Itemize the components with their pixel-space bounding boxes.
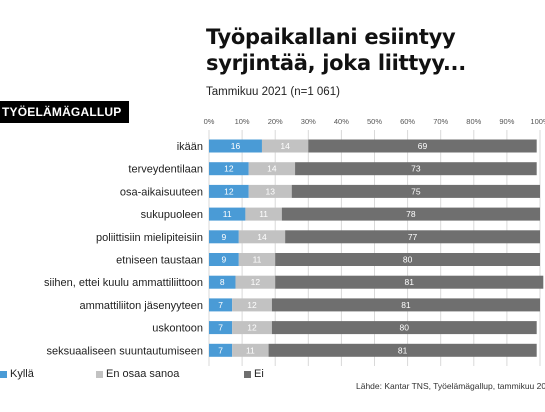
bar-segment xyxy=(209,207,246,221)
bar-segment xyxy=(268,343,537,357)
bar-segment xyxy=(238,230,286,244)
legend-item: En osaa sanoa xyxy=(96,368,179,380)
data-label: 78 xyxy=(406,209,416,219)
data-label: 7 xyxy=(218,345,223,355)
data-label: 11 xyxy=(223,209,232,219)
bar-segment xyxy=(232,343,269,357)
bar-segment xyxy=(209,275,236,289)
bar-segment xyxy=(209,298,233,312)
chart-title-line-2: syrjintää, joka liittyy... xyxy=(206,51,466,75)
data-label: 73 xyxy=(411,164,421,174)
category-label: osa-aikaisuuteen xyxy=(120,186,203,198)
data-label: 14 xyxy=(257,232,267,242)
category-label: terveydentilaan xyxy=(128,164,203,176)
brand-label: TYÖELÄMÄGALLUP xyxy=(0,101,130,123)
x-tick-label: 100% xyxy=(530,117,545,126)
category-label: sukupuoleen xyxy=(141,209,203,221)
bar-segment xyxy=(209,184,249,198)
bar-segment xyxy=(291,184,540,198)
category-label: ammattiliiton jäsenyyteen xyxy=(79,300,203,312)
bar-segment xyxy=(245,207,282,221)
bar-segment xyxy=(275,253,540,266)
bar-segment xyxy=(232,298,272,312)
x-tick-label: 40% xyxy=(334,117,349,126)
category-label: poliittisiin mielipiteisiin xyxy=(96,232,203,244)
bar-segment xyxy=(261,139,309,153)
data-label: 11 xyxy=(246,345,255,355)
x-tick-label: 0% xyxy=(204,117,215,126)
data-label: 75 xyxy=(411,186,421,196)
data-label: 12 xyxy=(224,164,234,174)
bar-segment xyxy=(238,253,276,266)
data-label: 13 xyxy=(266,186,276,196)
data-label: 77 xyxy=(408,232,418,242)
x-tick-label: 50% xyxy=(367,117,382,126)
data-label: 12 xyxy=(224,186,234,196)
category-label: uskontoon xyxy=(152,323,203,335)
bar-segment xyxy=(209,230,239,244)
data-label: 12 xyxy=(247,300,257,310)
bar-segment xyxy=(209,139,262,153)
category-label: etniseen taustaan xyxy=(116,255,203,267)
source-note: Lähde: Kantar TNS, Työelämägallup, tammi… xyxy=(356,381,545,391)
bar-segment xyxy=(275,275,544,289)
chart-subtitle: Tammikuu 2021 (n=1 061) xyxy=(206,86,340,98)
bar-segment xyxy=(209,343,233,357)
data-label: 81 xyxy=(401,300,411,310)
category-label: siihen, ettei kuulu ammattiliittoon xyxy=(44,277,203,289)
data-label: 7 xyxy=(218,300,223,310)
bar-segment xyxy=(308,139,537,153)
data-label: 14 xyxy=(267,164,277,174)
bar-segment xyxy=(285,230,540,244)
bar-segment xyxy=(209,321,233,335)
bar-segment xyxy=(232,321,272,335)
chart-legend: Kyllä En osaa sanoa Ei xyxy=(0,368,545,384)
data-label: 11 xyxy=(253,255,262,265)
bar-segment xyxy=(209,253,239,266)
bar-segment xyxy=(248,184,292,198)
data-label: 12 xyxy=(247,323,257,333)
bar-segment xyxy=(295,162,537,176)
chart-title-line-1: Työpaikallani esiintyy xyxy=(206,25,456,49)
data-label: 11 xyxy=(259,209,268,219)
data-label: 9 xyxy=(222,255,227,265)
bar-segment xyxy=(248,162,296,176)
x-tick-label: 80% xyxy=(466,117,481,126)
legend-item: Kyllä xyxy=(0,368,34,380)
data-label: 69 xyxy=(418,141,428,151)
legend-swatch xyxy=(0,370,7,378)
legend-swatch xyxy=(96,370,103,378)
legend-label: Ei xyxy=(254,368,264,380)
data-label: 16 xyxy=(231,141,241,151)
x-tick-label: 90% xyxy=(499,117,514,126)
x-tick-label: 20% xyxy=(268,117,283,126)
bar-segment xyxy=(271,321,537,335)
legend-swatch xyxy=(244,370,251,378)
category-label: ikään xyxy=(177,141,203,153)
legend-label: En osaa sanoa xyxy=(106,368,180,380)
data-label: 81 xyxy=(405,277,415,287)
legend-label: Kyllä xyxy=(10,368,34,380)
data-label: 80 xyxy=(400,323,410,333)
data-label: 8 xyxy=(220,277,225,287)
x-tick-label: 30% xyxy=(301,117,316,126)
legend-item: Ei xyxy=(244,368,264,380)
bar-segment xyxy=(209,162,249,176)
data-label: 7 xyxy=(218,323,223,333)
bar-segment xyxy=(281,207,540,221)
x-tick-label: 60% xyxy=(400,117,415,126)
bar-segment xyxy=(271,298,540,312)
category-label: seksuaaliseen suuntautumiseen xyxy=(46,345,203,357)
data-label: 81 xyxy=(398,345,408,355)
bar-segment xyxy=(235,275,276,289)
data-label: 14 xyxy=(280,141,290,151)
data-label: 80 xyxy=(403,255,413,265)
data-label: 12 xyxy=(251,277,261,287)
data-label: 9 xyxy=(222,232,227,242)
x-tick-label: 70% xyxy=(433,117,448,126)
stacked-bar-chart: 0% 10% 20% 30% 40% 50% 60% 70% 80% 90% 100% ikään 16… xyxy=(44,117,545,366)
chart-title: Työpaikallani esiintyy syrjintää, joka l… xyxy=(206,24,536,76)
x-tick-label: 10% xyxy=(235,117,250,126)
